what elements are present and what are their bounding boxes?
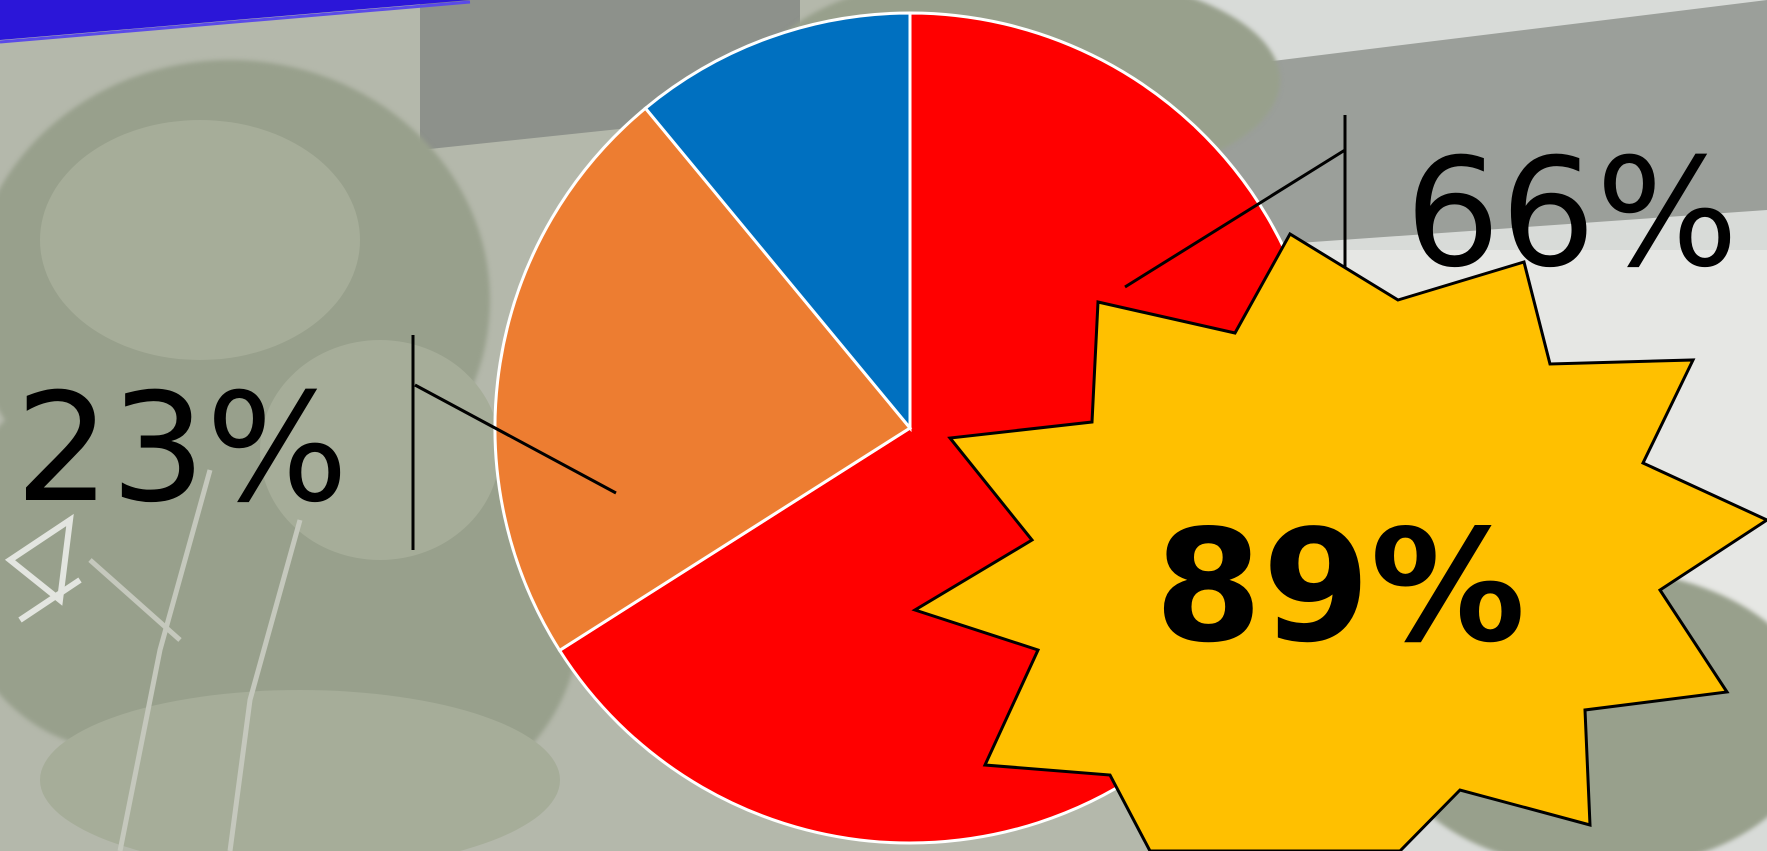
badge-text: 89%: [1154, 496, 1525, 677]
pie-slice-11: [643, 11, 912, 433]
starburst-badge: 89%: [911, 231, 1767, 851]
leader-line-23: [414, 383, 617, 495]
leader-lines: [411, 115, 1347, 550]
pie-slice-23: [493, 106, 913, 653]
title-banner: [0, 0, 470, 40]
data-label-66: 66%: [1405, 127, 1738, 301]
leader-line-66: [1124, 148, 1346, 289]
data-label-23: 23%: [15, 362, 348, 536]
pie-plot-area: [493, 11, 1327, 845]
